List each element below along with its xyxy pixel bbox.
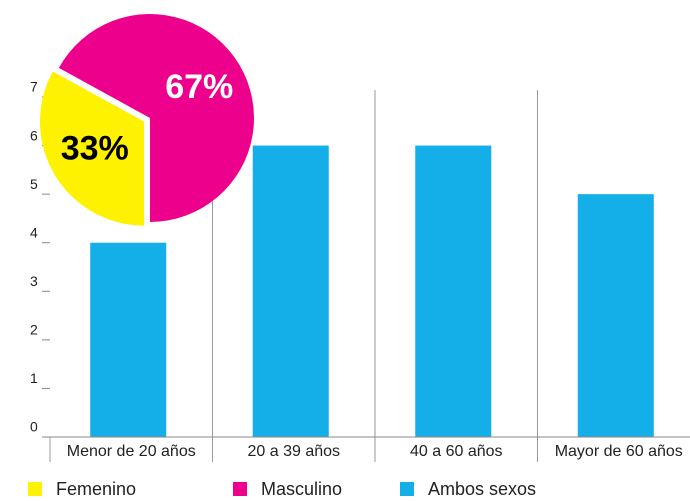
legend-swatch <box>233 482 247 496</box>
legend-label: Femenino <box>56 479 136 499</box>
bar <box>252 145 329 438</box>
y-tick-label: 0 <box>30 419 38 435</box>
y-tick-label: 3 <box>30 273 38 289</box>
y-tick-label: 2 <box>30 322 38 338</box>
y-tick-label: 1 <box>30 370 38 386</box>
y-tick-label: 7 <box>30 79 38 95</box>
legend-swatch <box>400 482 414 496</box>
legend-label: Masculino <box>261 479 342 499</box>
x-tick-label: Menor de 20 años <box>67 443 196 460</box>
pie-label: 33% <box>61 130 129 168</box>
legend-swatch <box>28 482 42 496</box>
pie-slice <box>39 71 144 226</box>
y-tick-label: 5 <box>30 176 38 192</box>
y-tick-label: 4 <box>30 224 38 240</box>
bar <box>415 145 492 438</box>
bar <box>577 194 654 437</box>
x-tick-label: 40 a 60 años <box>410 443 503 460</box>
pie-slice <box>58 14 254 223</box>
x-tick-label: Mayor de 60 años <box>555 443 683 460</box>
x-tick-label: 20 a 39 años <box>247 443 340 460</box>
bar <box>90 242 167 437</box>
pie-label: 67% <box>165 68 233 106</box>
y-tick-label: 6 <box>30 127 38 143</box>
legend-label: Ambos sexos <box>428 479 536 499</box>
